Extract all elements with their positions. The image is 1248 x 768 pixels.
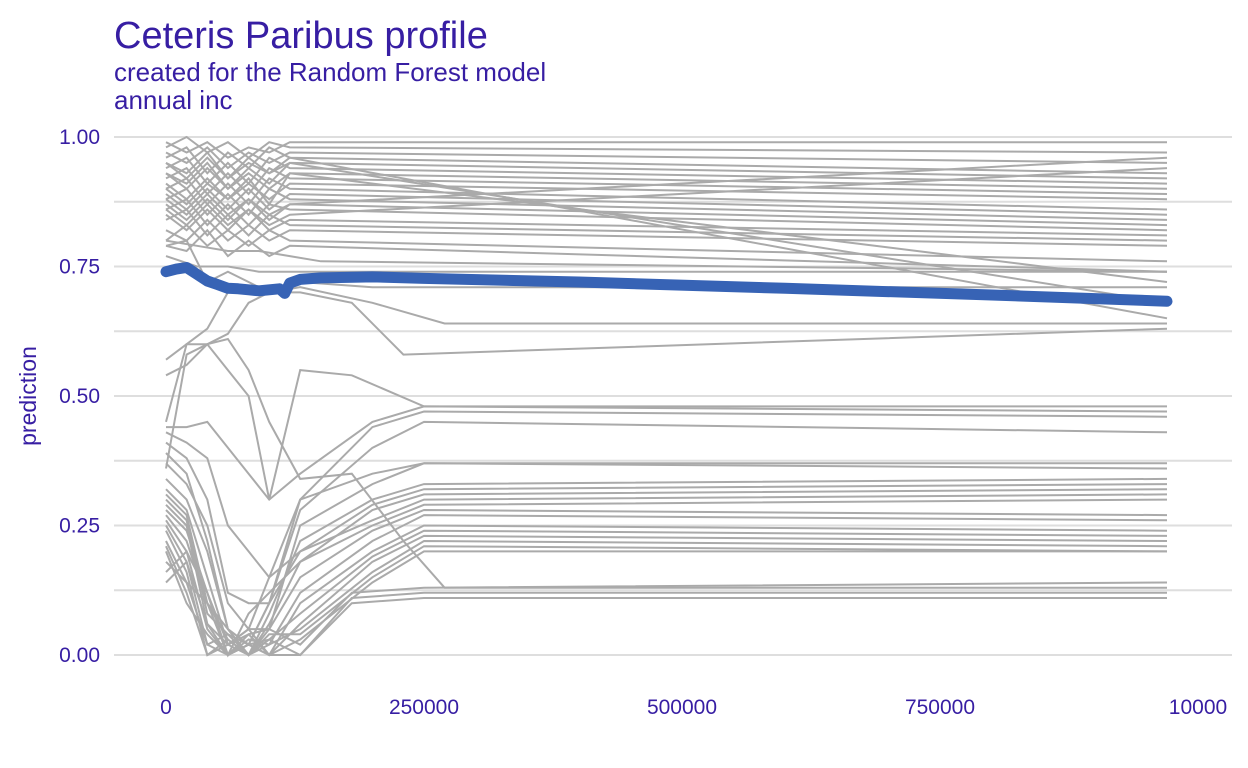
profile-line bbox=[165, 197, 1168, 232]
profile-line bbox=[165, 167, 1168, 227]
y-tick-label: 1.00 bbox=[59, 126, 100, 149]
profile-line bbox=[165, 239, 1168, 273]
profile-line bbox=[166, 405, 1168, 502]
profile-line bbox=[165, 493, 1168, 646]
profile-line bbox=[165, 477, 1168, 657]
profile-line bbox=[165, 208, 1168, 237]
y-tick-label: 0.00 bbox=[59, 644, 100, 667]
profile-line bbox=[165, 208, 1168, 242]
x-tick-label: 10000 bbox=[1169, 696, 1227, 719]
grid bbox=[114, 136, 1232, 656]
y-tick-label: 0.25 bbox=[59, 515, 100, 538]
profile-line bbox=[165, 177, 1168, 211]
y-tick-label: 0.50 bbox=[59, 385, 100, 408]
profile-line bbox=[165, 291, 1168, 377]
mean-profile-line bbox=[160, 262, 1173, 307]
profile-line bbox=[165, 462, 1168, 631]
y-axis-title: prediction bbox=[15, 346, 41, 446]
profile-line bbox=[165, 161, 1168, 304]
x-tick-label: 250000 bbox=[389, 696, 459, 719]
chart-variable-name: annual inc bbox=[114, 85, 233, 115]
profile-line bbox=[165, 223, 1168, 263]
profile-line bbox=[165, 255, 1167, 273]
chart-title: Ceteris Paribus profile bbox=[114, 15, 488, 57]
x-axis-ticks: 0 250000 500000 750000 10000 bbox=[160, 696, 1227, 719]
title-block: Ceteris Paribus profile created for the … bbox=[114, 14, 546, 114]
profile-line bbox=[165, 525, 1168, 657]
profile-line bbox=[165, 146, 1168, 175]
mean-profile bbox=[160, 262, 1173, 307]
profile-line bbox=[165, 218, 1168, 247]
y-tick-label: 0.75 bbox=[59, 256, 100, 279]
profile-line bbox=[165, 410, 1168, 580]
x-tick-label: 0 bbox=[160, 696, 172, 719]
profile-line bbox=[165, 187, 1168, 221]
profile-line bbox=[165, 561, 1168, 657]
x-tick-label: 500000 bbox=[647, 696, 717, 719]
profile-line bbox=[165, 156, 1168, 217]
profile-line bbox=[165, 508, 1168, 657]
profile-line bbox=[165, 550, 1167, 657]
profile-line bbox=[165, 156, 1168, 180]
profile-line bbox=[165, 498, 1168, 657]
profile-line bbox=[165, 135, 1168, 159]
profile-lines bbox=[165, 135, 1168, 658]
profile-line bbox=[165, 150, 1168, 320]
profile-line bbox=[165, 549, 1167, 656]
x-tick-label: 750000 bbox=[905, 696, 975, 719]
profile-line bbox=[165, 343, 1167, 500]
chart-subtitle: created for the Random Forest model bbox=[114, 57, 547, 87]
profile-line bbox=[165, 559, 1167, 657]
profile-line bbox=[165, 239, 1167, 294]
y-axis-ticks: 0.00 0.25 0.50 0.75 1.00 bbox=[59, 126, 100, 667]
profile-line bbox=[165, 172, 1168, 283]
